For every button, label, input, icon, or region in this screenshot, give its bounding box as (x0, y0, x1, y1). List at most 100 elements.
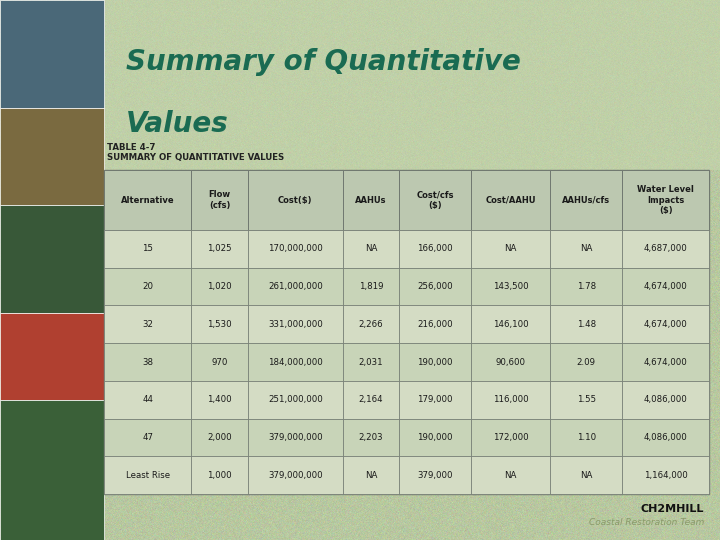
Text: Alternative: Alternative (121, 195, 175, 205)
Bar (399, 418, 471, 456)
Bar (471, 456, 550, 494)
Bar (248, 418, 343, 456)
Text: 2.09: 2.09 (577, 357, 596, 367)
Text: 261,000,000: 261,000,000 (268, 282, 323, 291)
Bar (343, 230, 399, 268)
Bar (471, 170, 550, 230)
Text: 179,000: 179,000 (418, 395, 453, 404)
Text: Coastal Restoration Team: Coastal Restoration Team (589, 518, 704, 527)
Text: Flow
(cfs): Flow (cfs) (209, 191, 230, 210)
Text: Cost/AAHU: Cost/AAHU (485, 195, 536, 205)
Bar (550, 456, 622, 494)
Bar (192, 381, 248, 418)
Bar (248, 230, 343, 268)
Bar (0, 108, 104, 205)
Text: 4,687,000: 4,687,000 (644, 245, 688, 253)
Bar (399, 170, 471, 230)
Text: NA: NA (505, 245, 517, 253)
Text: 2,031: 2,031 (359, 357, 383, 367)
Bar (343, 456, 399, 494)
Text: 1.10: 1.10 (577, 433, 596, 442)
Text: NA: NA (580, 471, 593, 480)
Bar (104, 306, 192, 343)
Bar (248, 170, 343, 230)
Bar (471, 418, 550, 456)
Text: 1,020: 1,020 (207, 282, 232, 291)
Text: Values: Values (126, 110, 229, 138)
Bar (550, 418, 622, 456)
Bar (471, 306, 550, 343)
Bar (104, 170, 709, 494)
Bar (343, 343, 399, 381)
Bar (192, 170, 248, 230)
Bar (622, 268, 709, 306)
Bar (104, 170, 192, 230)
Bar (104, 381, 192, 418)
Text: 216,000: 216,000 (418, 320, 453, 329)
Bar (192, 456, 248, 494)
Bar (622, 230, 709, 268)
Text: 116,000: 116,000 (493, 395, 528, 404)
Text: AAHUs: AAHUs (355, 195, 387, 205)
Text: Summary of Quantitative: Summary of Quantitative (126, 48, 521, 76)
Text: 331,000,000: 331,000,000 (268, 320, 323, 329)
Bar (0, 205, 104, 313)
Bar (343, 306, 399, 343)
Text: 4,674,000: 4,674,000 (644, 320, 688, 329)
Text: 2,164: 2,164 (359, 395, 383, 404)
Text: 2,000: 2,000 (207, 433, 232, 442)
Text: 190,000: 190,000 (418, 433, 453, 442)
Text: NA: NA (505, 471, 517, 480)
Bar (0, 400, 104, 540)
Bar (550, 381, 622, 418)
Bar (399, 306, 471, 343)
Text: Cost/cfs
($): Cost/cfs ($) (416, 191, 454, 210)
Bar (343, 381, 399, 418)
Bar (550, 170, 622, 230)
Bar (192, 306, 248, 343)
Bar (471, 268, 550, 306)
Text: 1.78: 1.78 (577, 282, 596, 291)
Text: 4,086,000: 4,086,000 (644, 395, 688, 404)
Text: 47: 47 (143, 433, 153, 442)
Text: TABLE 4-7: TABLE 4-7 (107, 143, 156, 152)
Text: 146,100: 146,100 (493, 320, 528, 329)
Bar (471, 230, 550, 268)
Text: 166,000: 166,000 (418, 245, 453, 253)
Bar (343, 418, 399, 456)
Text: 172,000: 172,000 (493, 433, 528, 442)
Bar (622, 343, 709, 381)
Bar (550, 306, 622, 343)
Bar (248, 306, 343, 343)
Text: 184,000,000: 184,000,000 (268, 357, 323, 367)
Text: 4,674,000: 4,674,000 (644, 357, 688, 367)
Bar (0, 0, 104, 108)
Text: 90,600: 90,600 (496, 357, 526, 367)
Bar (399, 456, 471, 494)
Bar (550, 230, 622, 268)
Bar (248, 268, 343, 306)
Bar (550, 343, 622, 381)
Bar (104, 456, 192, 494)
Text: 170,000,000: 170,000,000 (268, 245, 323, 253)
Text: 379,000: 379,000 (418, 471, 453, 480)
Text: 2,266: 2,266 (359, 320, 383, 329)
Bar (192, 268, 248, 306)
Text: AAHUs/cfs: AAHUs/cfs (562, 195, 611, 205)
Text: 1.55: 1.55 (577, 395, 596, 404)
Bar (622, 418, 709, 456)
Text: 970: 970 (212, 357, 228, 367)
Text: 190,000: 190,000 (418, 357, 453, 367)
Text: 4,086,000: 4,086,000 (644, 433, 688, 442)
Text: 251,000,000: 251,000,000 (268, 395, 323, 404)
Bar (622, 456, 709, 494)
Text: 32: 32 (143, 320, 153, 329)
Text: 1,164,000: 1,164,000 (644, 471, 688, 480)
Bar (399, 381, 471, 418)
Text: 1,530: 1,530 (207, 320, 232, 329)
Bar (471, 343, 550, 381)
Bar (248, 381, 343, 418)
Text: Water Level
Impacts
($): Water Level Impacts ($) (637, 185, 694, 215)
Bar (248, 456, 343, 494)
Bar (343, 170, 399, 230)
